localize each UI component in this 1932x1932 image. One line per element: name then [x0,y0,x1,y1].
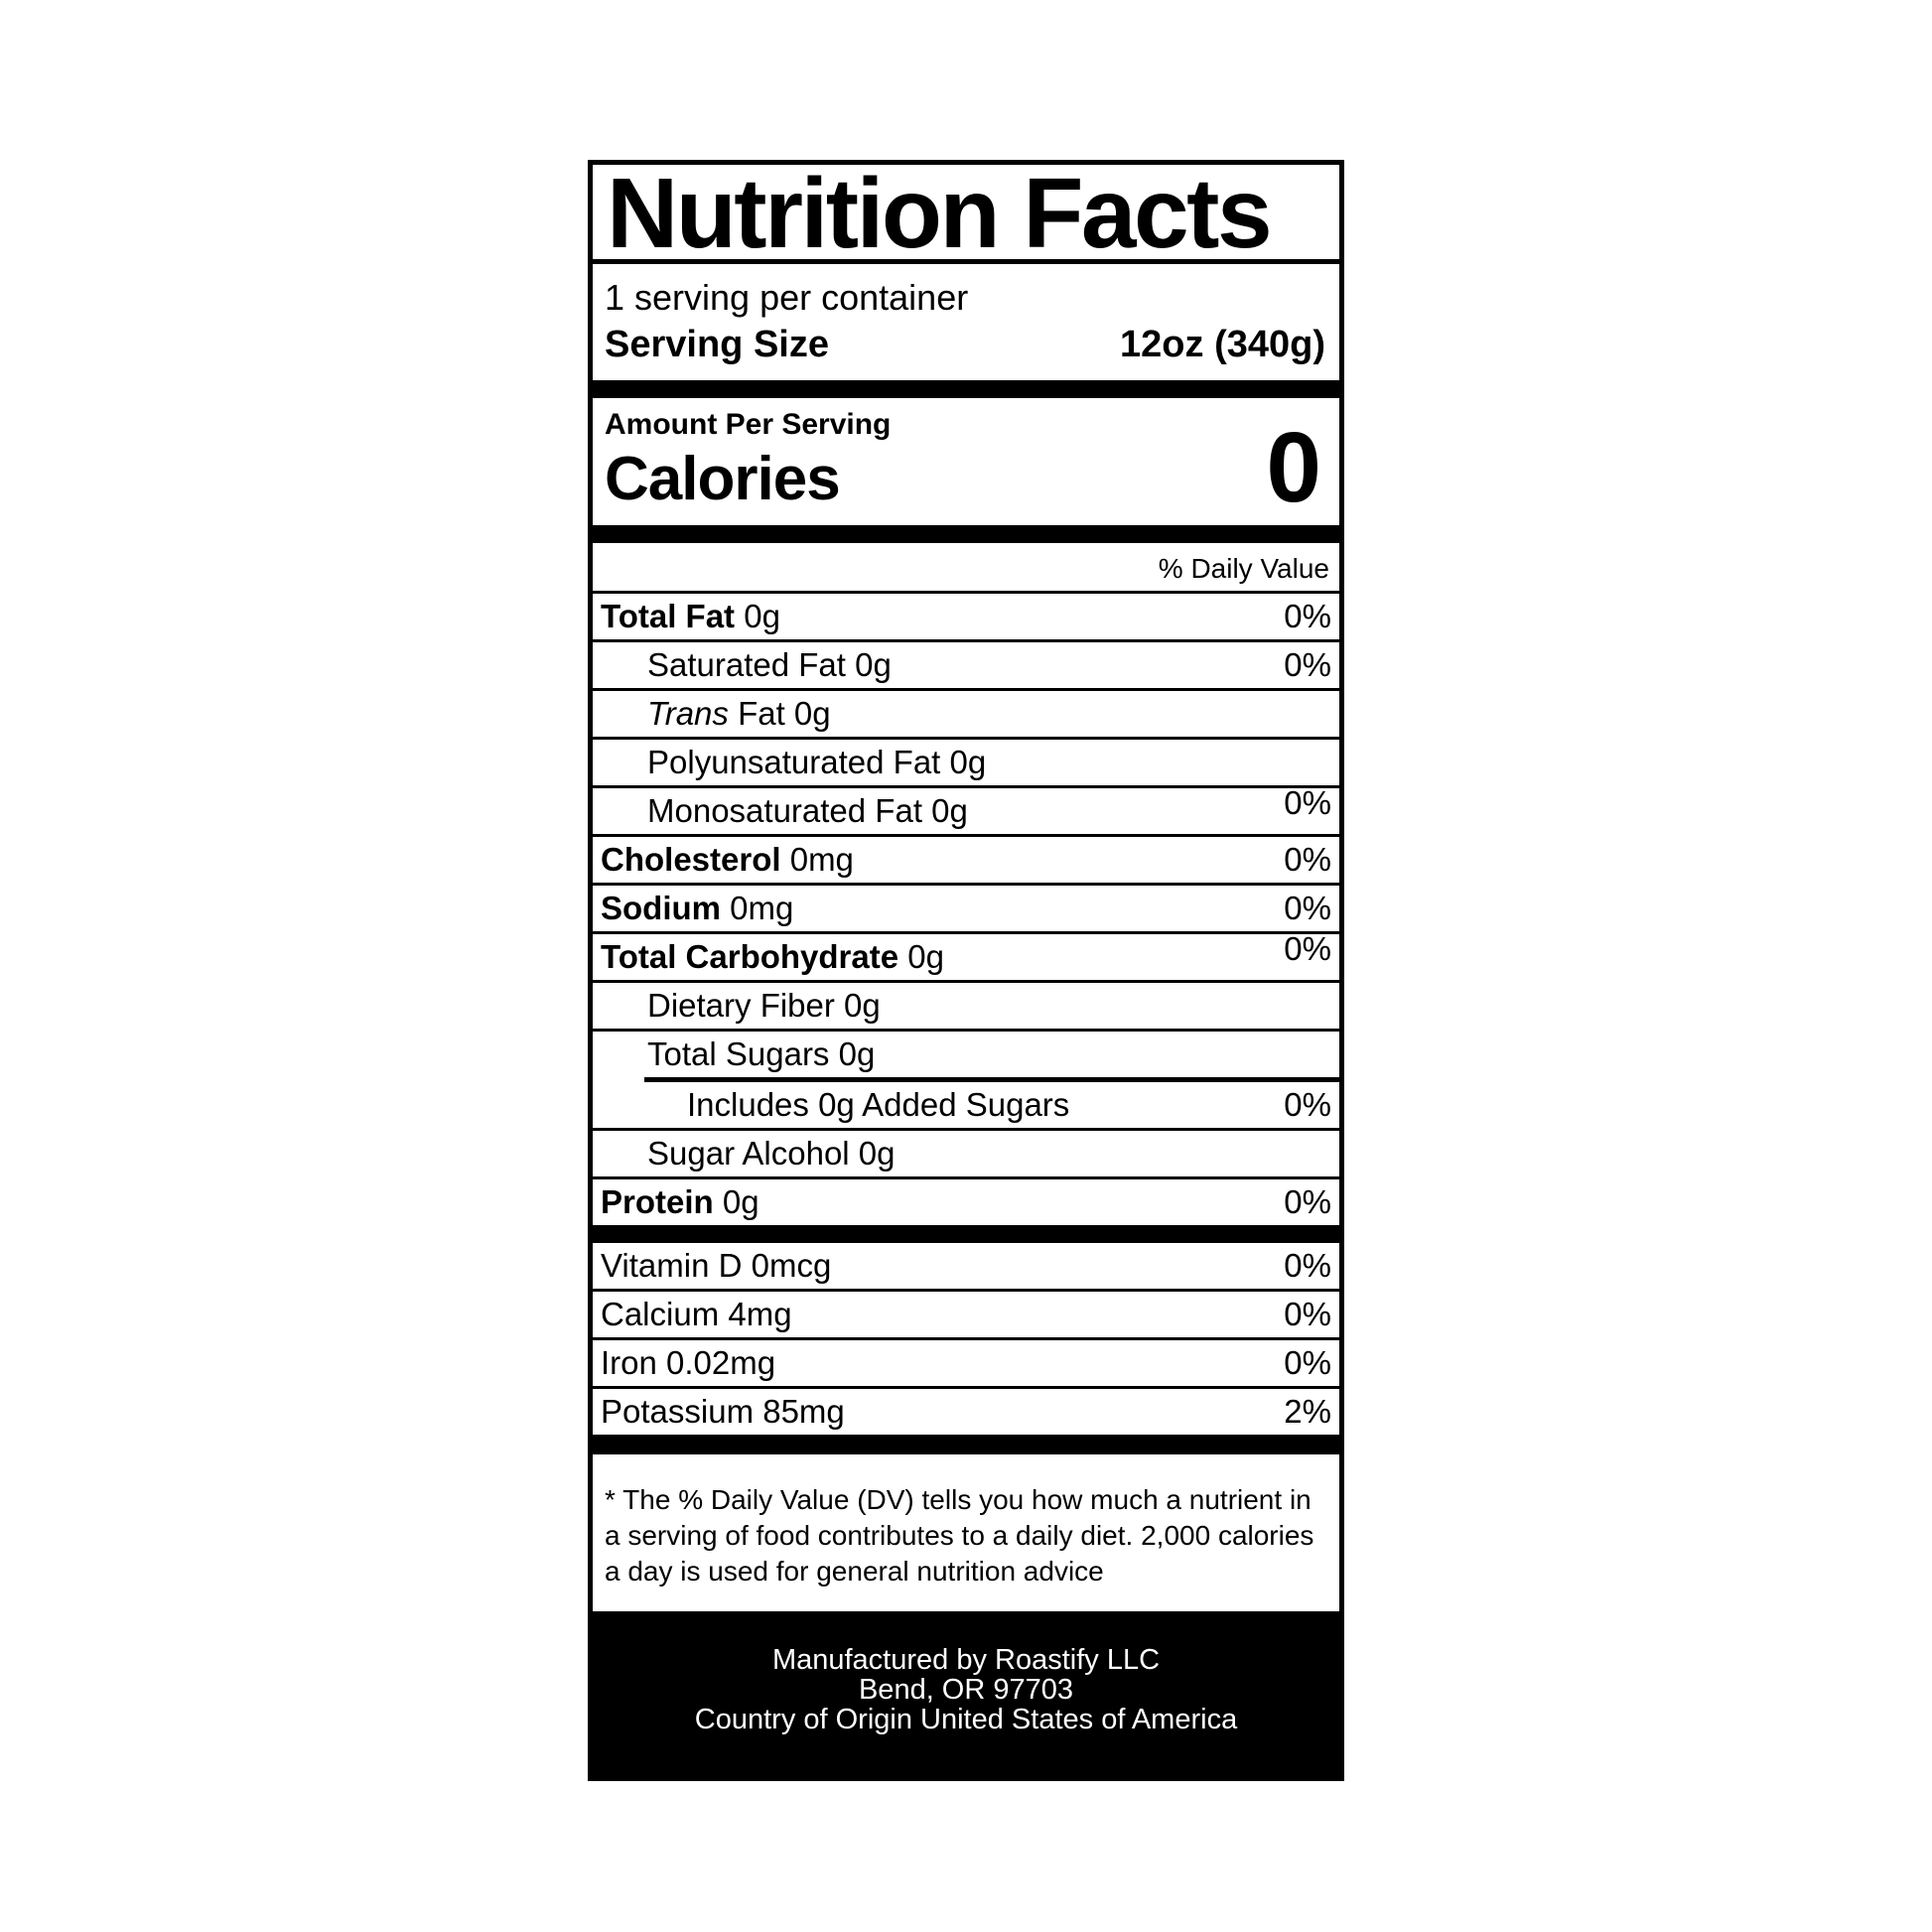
calories-value: 0 [1266,412,1321,523]
nutrition-label: Nutrition Facts 1 serving per container … [588,160,1344,1781]
nutrient-pct: 0% [1284,1086,1331,1123]
nutrient-row: Trans Fat 0g [593,691,1339,740]
nutrient-name: Polyunsaturated Fat 0g [647,744,987,780]
nutrient-row: Total Fat 0g 0% [593,594,1339,642]
nutrient-row: Protein 0g 0% [593,1179,1339,1225]
nutrient-pct: 0% [1284,646,1331,683]
nutrient-row: Includes 0g Added Sugars 0% [593,1082,1339,1131]
nutrient-pct: 0% [1284,1183,1331,1220]
nutrient-pct: 2% [1284,1393,1331,1430]
label-title: Nutrition Facts [593,164,1339,264]
nutrient-name: Sodium 0mg [601,890,794,926]
nutrient-pct: 0% [1284,598,1331,634]
serving-size-value: 12oz (340g) [1120,324,1325,365]
nutrient-name: Potassium 85mg [601,1393,845,1430]
daily-value-header: % Daily Value [593,543,1339,594]
nutrient-row: Sugar Alcohol 0g [593,1131,1339,1179]
serving-size-label: Serving Size [605,324,829,365]
serving-size-row: Serving Size 12oz (340g) [593,320,1339,380]
calories-label: Calories [605,445,841,513]
nutrient-name: Saturated Fat 0g [647,646,892,683]
micronutrient-row: Iron 0.02mg 0% [593,1340,1339,1389]
separator-bar [593,525,1339,543]
footer-line: Country of Origin United States of Ameri… [694,1704,1238,1735]
micronutrient-row: Vitamin D 0mcg 0% [593,1243,1339,1292]
nutrient-name: Calcium 4mg [601,1296,792,1332]
nutrient-pct: 0% [1284,841,1331,878]
nutrient-row: Saturated Fat 0g 0% [593,642,1339,691]
nutrient-rows: Total Fat 0g 0% Saturated Fat 0g 0% Trans Fa… [593,594,1339,1225]
nutrient-pct: 0% [1284,890,1331,926]
nutrient-pct: 0% [1284,1344,1331,1381]
nutrient-row: Sodium 0mg 0% [593,886,1339,934]
nutrient-name: Total Sugars 0g [647,1035,876,1072]
nutrient-name: Monosaturated Fat 0g [647,792,968,829]
nutrient-row: Cholesterol 0mg 0% [593,837,1339,886]
nutrient-name: Total Fat 0g [601,598,780,634]
nutrient-name: Trans Fat 0g [647,695,831,732]
nutrient-row: Total Sugars 0g [593,1032,1339,1077]
nutrient-name: Vitamin D 0mcg [601,1247,832,1284]
nutrient-name: Total Carbohydrate 0g [601,938,944,975]
nutrient-name: Cholesterol 0mg [601,841,854,878]
servings-per-container: 1 serving per container [605,277,969,318]
nutrient-name: Sugar Alcohol 0g [647,1135,896,1172]
nutrient-name: Includes 0g Added Sugars [687,1086,1070,1123]
micronutrient-rows: Vitamin D 0mcg 0% Calcium 4mg 0% Iron 0.02mg… [593,1243,1339,1435]
separator-bar [593,1435,1339,1454]
nutrient-row: Total Carbohydrate 0g 0% [593,930,1339,983]
indented-separator-line [644,1077,1339,1082]
nutrient-row: Monosaturated Fat 0g 0% [593,784,1339,837]
separator-bar [593,380,1339,398]
manufacturer-footer: Manufactured by Roastify LLC Bend, OR 97… [593,1611,1339,1776]
footer-line: Bend, OR 97703 [858,1674,1074,1706]
separator-bar [593,1225,1339,1243]
nutrient-pct: 0% [1284,930,1331,967]
nutrient-name: Dietary Fiber 0g [647,987,881,1024]
nutrient-name: Protein 0g [601,1183,759,1220]
footer-line: Manufactured by Roastify LLC [771,1644,1161,1676]
amount-per-serving-label: Amount Per Serving [605,408,892,441]
micronutrient-row: Potassium 85mg 2% [593,1389,1339,1435]
footnote: * The % Daily Value (DV) tells you how m… [605,1484,1314,1587]
micronutrient-row: Calcium 4mg 0% [593,1292,1339,1340]
nutrient-name: Iron 0.02mg [601,1344,776,1381]
nutrient-row: Polyunsaturated Fat 0g [593,740,1339,788]
nutrient-pct: 0% [1284,1296,1331,1332]
nutrient-pct: 0% [1284,1247,1331,1284]
calories-section: Amount Per Serving Calories 0 [593,398,1339,525]
nutrient-pct: 0% [1284,784,1331,821]
nutrient-row: Dietary Fiber 0g [593,983,1339,1032]
